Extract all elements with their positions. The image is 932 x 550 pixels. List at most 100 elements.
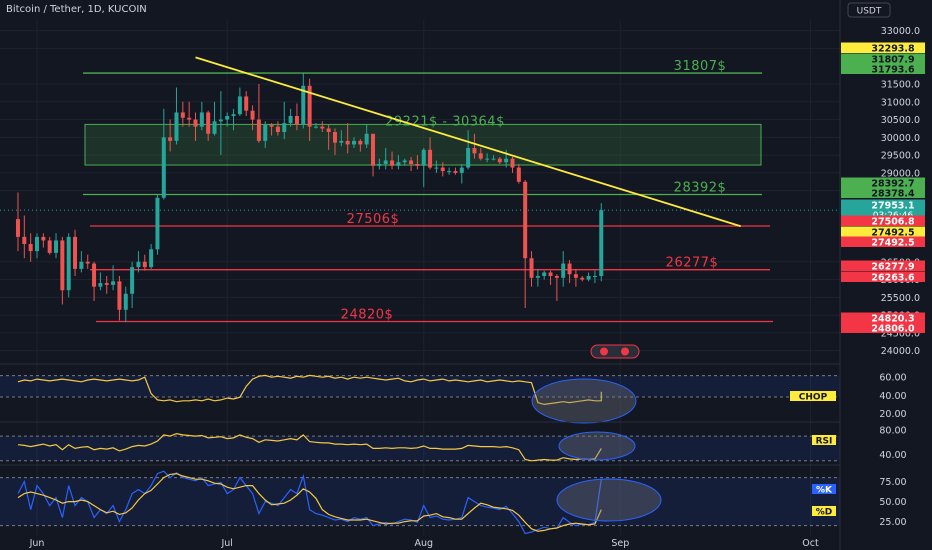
candle[interactable] [383, 148, 388, 170]
candle[interactable] [339, 130, 344, 147]
candle[interactable] [225, 112, 230, 127]
candle[interactable] [193, 112, 198, 141]
candle[interactable] [459, 164, 464, 184]
indicator-series-line[interactable] [17, 470, 602, 535]
candle[interactable] [212, 101, 217, 136]
candle[interactable] [98, 272, 103, 291]
candle[interactable] [447, 167, 452, 175]
candle[interactable] [466, 130, 471, 170]
candle[interactable] [60, 236, 65, 305]
candle[interactable] [269, 123, 274, 136]
candle[interactable] [301, 73, 306, 129]
indicator-series-line[interactable] [17, 374, 602, 406]
candle[interactable] [117, 276, 122, 321]
candle[interactable] [187, 101, 192, 127]
candle[interactable] [497, 156, 502, 164]
candle[interactable] [294, 103, 299, 131]
candle[interactable] [313, 123, 318, 129]
candle[interactable] [54, 233, 59, 259]
candle[interactable] [250, 105, 255, 131]
candle[interactable] [592, 270, 597, 284]
price-pane[interactable]: 29221$ - 30364$31807$28392$27506$26277$2… [0, 56, 840, 359]
candle[interactable] [15, 192, 20, 252]
candle[interactable] [155, 194, 160, 255]
candle[interactable] [35, 233, 39, 259]
candle[interactable] [371, 133, 376, 177]
candle[interactable] [263, 121, 268, 148]
candle[interactable] [586, 272, 591, 282]
candle[interactable] [28, 233, 33, 262]
candle[interactable] [85, 254, 90, 269]
candle[interactable] [516, 164, 521, 184]
candle[interactable] [307, 78, 312, 141]
candle[interactable] [529, 251, 534, 287]
candle[interactable] [244, 91, 249, 116]
candle[interactable] [142, 254, 147, 271]
candle[interactable] [554, 274, 559, 301]
candle[interactable] [428, 137, 433, 170]
candle[interactable] [111, 265, 116, 291]
candle[interactable] [123, 286, 128, 323]
candle[interactable] [149, 244, 154, 269]
candle[interactable] [22, 215, 27, 259]
candle[interactable] [92, 261, 97, 301]
candle[interactable] [345, 123, 350, 154]
candle[interactable] [535, 268, 540, 287]
candle[interactable] [237, 87, 242, 116]
candle[interactable] [218, 91, 223, 156]
candle[interactable] [130, 261, 135, 308]
candle[interactable] [104, 276, 109, 294]
candle[interactable] [161, 108, 166, 200]
candle[interactable] [41, 233, 46, 248]
candle[interactable] [390, 151, 395, 170]
candle[interactable] [478, 148, 483, 161]
candle[interactable] [440, 162, 445, 177]
candle[interactable] [180, 101, 185, 127]
candle[interactable] [573, 268, 578, 287]
candle[interactable] [510, 156, 515, 173]
indicator-series-line[interactable] [17, 472, 602, 532]
candle[interactable] [168, 119, 173, 152]
candle[interactable] [523, 180, 528, 308]
candle[interactable] [79, 251, 84, 273]
candle[interactable] [453, 167, 458, 175]
candle[interactable] [73, 229, 78, 276]
candle[interactable] [288, 108, 293, 127]
candle[interactable] [396, 155, 401, 170]
candle[interactable] [472, 133, 477, 159]
candle[interactable] [421, 148, 426, 188]
candle[interactable] [548, 270, 553, 285]
candle[interactable] [326, 124, 331, 150]
candle[interactable] [199, 101, 204, 131]
candle[interactable] [561, 251, 566, 287]
currency-box[interactable] [847, 2, 891, 18]
candle[interactable] [282, 101, 287, 140]
candle[interactable] [580, 276, 585, 282]
candle[interactable] [358, 139, 363, 152]
candle[interactable] [256, 84, 261, 143]
candle[interactable] [409, 156, 414, 172]
currency-label[interactable]: USDT [857, 7, 882, 17]
indicator-panes[interactable] [0, 374, 840, 535]
candle[interactable] [542, 270, 547, 280]
candle[interactable] [402, 158, 407, 166]
candle[interactable] [364, 124, 369, 148]
indicator-series-line[interactable] [17, 432, 602, 462]
candle[interactable] [352, 137, 356, 148]
candle[interactable] [174, 87, 179, 145]
candle[interactable] [320, 121, 325, 132]
candle[interactable] [377, 158, 382, 170]
candle[interactable] [599, 203, 604, 282]
candle[interactable] [491, 155, 496, 161]
candle[interactable] [275, 121, 280, 136]
trend-line[interactable] [195, 56, 742, 228]
candle[interactable] [332, 128, 337, 156]
candle[interactable] [567, 260, 572, 284]
candle[interactable] [136, 251, 141, 273]
candle[interactable] [415, 155, 420, 170]
candle[interactable] [47, 236, 52, 255]
candle[interactable] [485, 153, 490, 163]
candle[interactable] [231, 108, 236, 131]
currency-selector[interactable]: USDT [847, 2, 891, 18]
